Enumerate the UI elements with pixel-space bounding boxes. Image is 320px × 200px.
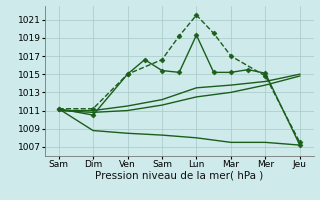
X-axis label: Pression niveau de la mer( hPa ): Pression niveau de la mer( hPa ) — [95, 171, 263, 181]
